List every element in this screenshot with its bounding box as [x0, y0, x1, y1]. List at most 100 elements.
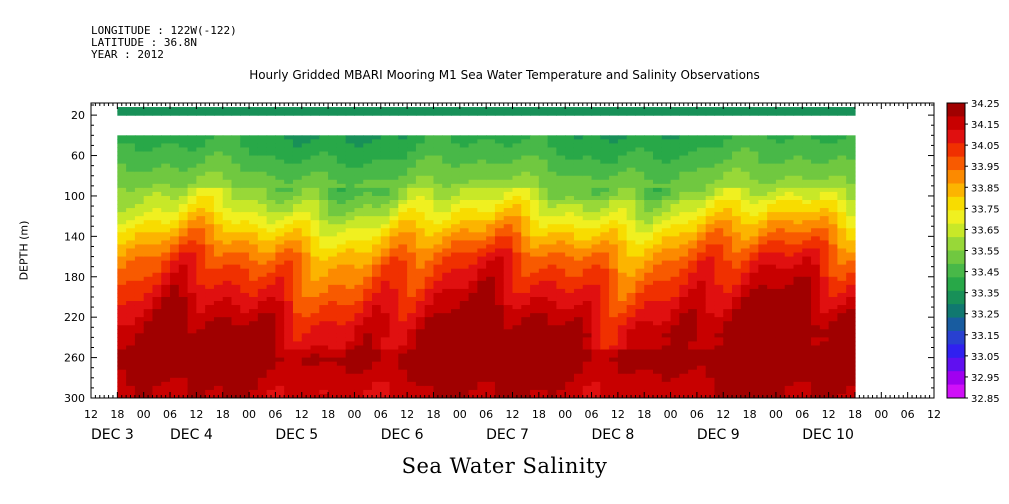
- heatmap-cell: [407, 143, 417, 149]
- heatmap-cell: [626, 143, 637, 149]
- heatmap-cell: [749, 212, 759, 217]
- heatmap-cell: [661, 292, 672, 298]
- heatmap-cell: [301, 179, 312, 185]
- heatmap-cell: [609, 167, 619, 173]
- heatmap-cell: [126, 159, 136, 165]
- heatmap-cell: [486, 296, 496, 302]
- heatmap-cell: [415, 377, 426, 383]
- heatmap-cell: [749, 187, 759, 193]
- heatmap-cell: [292, 317, 303, 322]
- heatmap-cell: [424, 159, 435, 165]
- heatmap-cell: [767, 163, 777, 169]
- heatmap-cell: [398, 292, 408, 298]
- heatmap-cell: [415, 272, 426, 278]
- heatmap-cell: [600, 187, 610, 193]
- heatmap-cell: [635, 260, 645, 266]
- heatmap-cell: [319, 163, 329, 169]
- heatmap-cell: [494, 216, 505, 221]
- heatmap-cell: [389, 195, 399, 201]
- heatmap-cell: [143, 143, 154, 149]
- heatmap-cell: [249, 252, 259, 258]
- heatmap-cell: [705, 333, 716, 338]
- heatmap-cell: [301, 175, 312, 181]
- heatmap-cell: [486, 389, 496, 395]
- heatmap-cell: [231, 208, 241, 213]
- heatmap-cell: [240, 296, 250, 302]
- heatmap-cell: [459, 159, 470, 165]
- heatmap-cell: [758, 228, 768, 233]
- heatmap-cell: [152, 163, 162, 169]
- heatmap-cell: [626, 313, 637, 318]
- heatmap-cell: [635, 244, 645, 250]
- heatmap-cell: [407, 228, 417, 233]
- heatmap-cell: [292, 389, 303, 395]
- heatmap-cell: [503, 159, 514, 165]
- heatmap-cell: [538, 171, 549, 177]
- heatmap-cell: [240, 199, 250, 205]
- heatmap-cell: [363, 248, 373, 254]
- heatmap-cell: [134, 389, 145, 395]
- heatmap-cell: [573, 260, 584, 266]
- heatmap-cell: [380, 220, 391, 225]
- heatmap-cell: [196, 163, 206, 169]
- heatmap-cell: [249, 167, 259, 173]
- heatmap-cell: [530, 183, 540, 189]
- heatmap-cell: [573, 183, 584, 189]
- heatmap-cell: [573, 377, 584, 383]
- heatmap-cell: [591, 155, 601, 161]
- heatmap-cell: [363, 288, 373, 294]
- heatmap-cell: [617, 357, 628, 363]
- heatmap-cell: [178, 228, 189, 233]
- heatmap-cell: [609, 183, 619, 189]
- heatmap-cell: [380, 377, 391, 383]
- heatmap-cell: [679, 191, 689, 197]
- heatmap-cell: [486, 301, 496, 306]
- heatmap-cell: [749, 373, 759, 379]
- heatmap-cell: [530, 175, 540, 181]
- heatmap-cell: [257, 268, 268, 274]
- heatmap-cell: [626, 199, 637, 205]
- heatmap-cell: [380, 236, 391, 241]
- heatmap-cell: [328, 381, 338, 387]
- heatmap-cell: [503, 292, 514, 298]
- heatmap-cell: [196, 171, 206, 177]
- heatmap-cell: [275, 317, 285, 322]
- heatmap-cell: [354, 309, 364, 314]
- heatmap-cell: [336, 175, 347, 181]
- heatmap-cell: [565, 159, 575, 165]
- heatmap-cell: [749, 248, 759, 254]
- heatmap-cell: [477, 309, 487, 314]
- heatmap-cell: [433, 325, 443, 330]
- heatmap-cell: [257, 208, 268, 213]
- heatmap-cell: [591, 252, 601, 258]
- heatmap-cell: [635, 313, 645, 318]
- heatmap-cell: [328, 167, 338, 173]
- heatmap-cell: [433, 288, 443, 294]
- heatmap-cell: [503, 329, 514, 334]
- heatmap-cell: [494, 195, 505, 201]
- heatmap-cell: [530, 365, 540, 371]
- heatmap-cell: [284, 284, 294, 290]
- heatmap-cell: [565, 325, 575, 330]
- heatmap-cell: [565, 191, 575, 197]
- heatmap-cell: [310, 216, 320, 221]
- heatmap-cell: [196, 329, 206, 334]
- heatmap-cell: [451, 361, 461, 367]
- heatmap-cell: [372, 381, 382, 387]
- heatmap-cell: [530, 204, 540, 209]
- heatmap-cell: [732, 280, 742, 286]
- heatmap-cell: [723, 155, 733, 161]
- heatmap-cell: [644, 228, 654, 233]
- heatmap-cell: [758, 216, 768, 221]
- heatmap-cell: [644, 284, 654, 290]
- heatmap-cell: [600, 357, 610, 363]
- heatmap-cell: [442, 224, 452, 229]
- heatmap-cell: [635, 236, 645, 241]
- heatmap-cell: [372, 321, 382, 326]
- heatmap-cell: [213, 280, 224, 286]
- heatmap-cell: [644, 381, 654, 387]
- heatmap-cell: [170, 199, 180, 205]
- heatmap-cell: [257, 296, 268, 302]
- heatmap-cell: [451, 195, 461, 201]
